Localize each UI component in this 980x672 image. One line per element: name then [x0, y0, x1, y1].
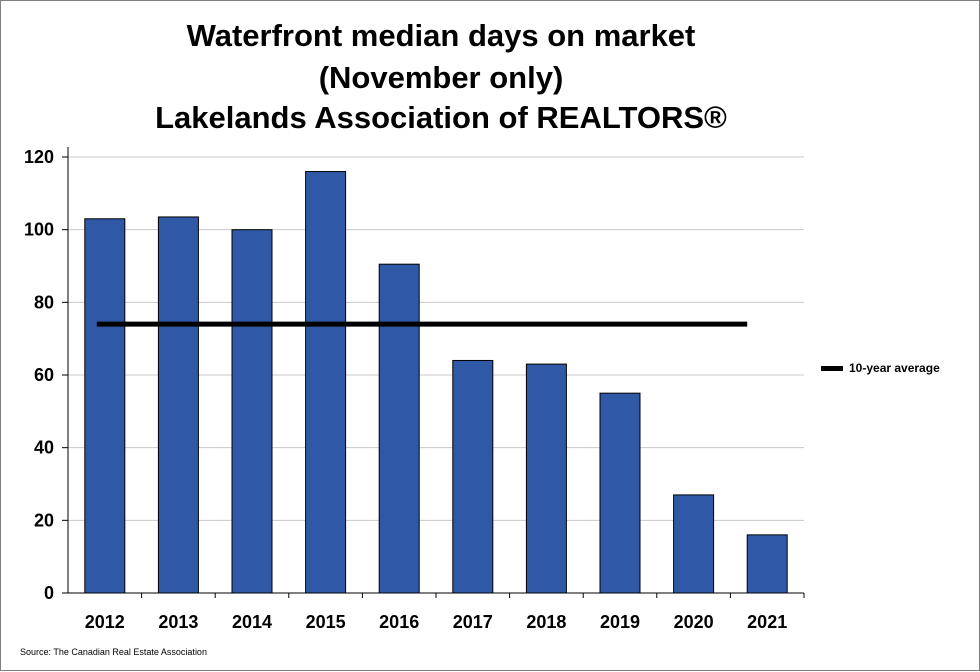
x-tick-label-2015: 2015 — [306, 612, 346, 632]
x-tick-label-2021: 2021 — [747, 612, 787, 632]
y-tick-label-40: 40 — [34, 438, 54, 458]
bar-2020 — [673, 494, 715, 594]
chart-title-line-2: (November only) — [318, 60, 564, 95]
x-tick-label-2016: 2016 — [379, 612, 419, 632]
bar-2021 — [746, 534, 788, 594]
y-tick-label-60: 60 — [34, 365, 54, 385]
bar-2014 — [231, 229, 273, 594]
bar-2015 — [305, 171, 347, 594]
y-tick-label-80: 80 — [34, 292, 54, 312]
y-tick-label-120: 120 — [24, 147, 54, 167]
legend-average-label: 10-year average — [849, 361, 940, 375]
x-tick-label-2019: 2019 — [600, 612, 640, 632]
bar-2012 — [84, 218, 126, 594]
x-tick-label-2020: 2020 — [674, 612, 714, 632]
bar-2017 — [452, 359, 494, 594]
x-tick-label-2017: 2017 — [453, 612, 493, 632]
bar-2019 — [599, 392, 641, 594]
legend: 10-year average — [821, 361, 940, 375]
bar-2013 — [157, 216, 199, 594]
bar-2018 — [525, 363, 567, 594]
x-tick-label-2018: 2018 — [526, 612, 566, 632]
x-tick-label-2013: 2013 — [158, 612, 198, 632]
x-tick-label-2012: 2012 — [85, 612, 125, 632]
chart-title-line-3: Lakelands Association of REALTORS® — [155, 100, 727, 135]
legend-average-line-swatch — [821, 365, 843, 371]
y-tick-label-20: 20 — [34, 510, 54, 530]
bar-2016 — [378, 263, 420, 594]
y-tick-label-0: 0 — [44, 583, 54, 603]
source-note: Source: The Canadian Real Estate Associa… — [20, 647, 207, 657]
x-tick-label-2014: 2014 — [232, 612, 272, 632]
chart-title-line-1: Waterfront median days on market — [186, 18, 696, 53]
y-tick-label-100: 100 — [24, 220, 54, 240]
